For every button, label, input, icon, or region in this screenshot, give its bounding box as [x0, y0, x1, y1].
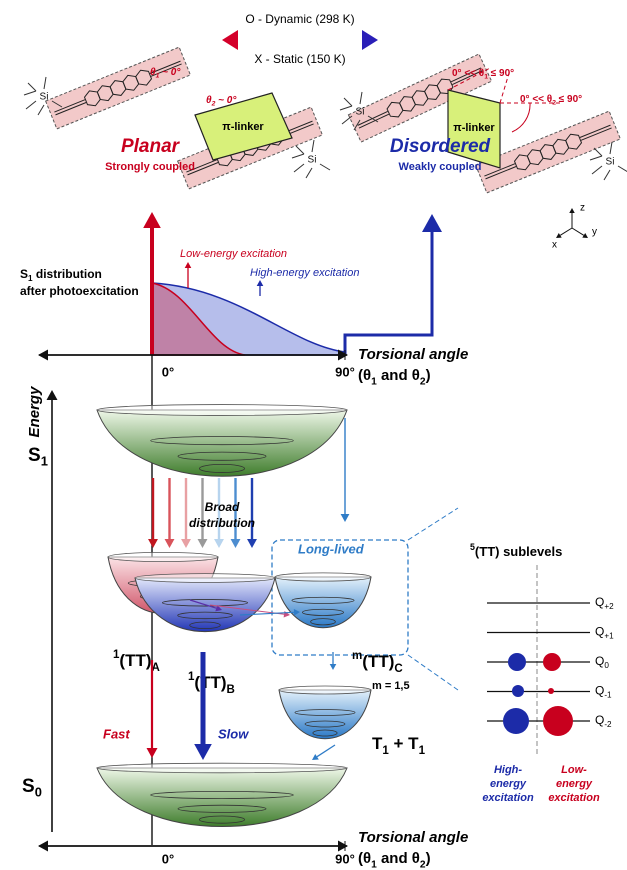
label-part: + T — [389, 734, 419, 753]
label-part: excitation — [482, 792, 534, 804]
tt-c-well-rim — [275, 573, 371, 581]
axis-title: Energy — [26, 386, 43, 438]
coord-label: x — [552, 240, 557, 251]
s1-well-rim — [97, 405, 347, 416]
label: Strongly coupled — [105, 161, 195, 173]
t1t1-well-rim — [279, 686, 371, 694]
label-part: and θ — [377, 850, 420, 867]
label-part: energy — [490, 778, 527, 790]
label-part: +2 — [604, 602, 614, 611]
label-part: Q — [595, 595, 604, 609]
label-part: and θ — [377, 367, 420, 384]
state-note: m = 1,5 — [372, 680, 410, 692]
population — [512, 685, 524, 697]
axis-title: Torsional angle — [358, 346, 468, 363]
label-part: ) — [426, 850, 431, 867]
label-part: Q — [595, 654, 604, 668]
tick-label: 0° — [162, 851, 174, 866]
label-part: T — [372, 734, 383, 753]
label-part: Low- — [561, 764, 587, 776]
label-part: (TT) sublevels — [475, 544, 562, 559]
label-part: -2 — [604, 720, 612, 729]
label: O - Dynamic (298 K) — [245, 12, 354, 26]
label-part: 1 — [419, 745, 426, 757]
page: O - Dynamic (298 K) X - Static (150 K) Si S… — [0, 0, 627, 870]
panel-title: 5(TT) sublevels — [470, 542, 562, 559]
tick-label: 90° — [335, 851, 355, 866]
label: Disordered — [390, 136, 491, 157]
population — [543, 653, 561, 671]
s0-well-rim — [97, 763, 347, 773]
tick-label: 0° — [162, 364, 174, 379]
axis-title: (θ1 and θ2) — [358, 850, 431, 870]
linker-label: π-linker — [453, 122, 495, 134]
angle-label: 0° << θ2 ≤ 90° — [520, 94, 582, 107]
label-part: 0° << θ — [452, 68, 484, 79]
label-part: 0 — [604, 661, 609, 670]
label-part: excitation — [548, 792, 600, 804]
axis-title: (θ1 and θ2) — [358, 367, 431, 387]
angle-label: 0° << θ1 ≤ 90° — [452, 68, 514, 81]
label-part: 0 — [35, 785, 42, 800]
label-part: S — [20, 267, 28, 281]
label-part: B — [227, 684, 235, 696]
rate-label: Slow — [218, 726, 249, 741]
coord-label: y — [592, 227, 597, 238]
label-part: distribution — [189, 516, 255, 530]
label-part: (θ — [358, 850, 371, 867]
label-part: Broad — [205, 500, 240, 514]
label-part: Q — [595, 713, 604, 727]
angle-label: θ1 ~ 0° — [150, 67, 181, 80]
label-part: energy — [556, 778, 593, 790]
si-label: Si — [356, 107, 365, 118]
label-part: -1 — [604, 691, 612, 700]
rate-label: Fast — [103, 726, 130, 741]
label-part: ≤ 90° — [556, 94, 582, 105]
label-part: High- — [494, 764, 522, 776]
label-part: (TT) — [194, 673, 226, 692]
label-part: (TT) — [119, 651, 151, 670]
label-part: S — [28, 445, 41, 466]
label-part: Q — [595, 684, 604, 698]
diagram: O - Dynamic (298 K) X - Static (150 K) Si S… — [0, 0, 627, 870]
label: Planar — [121, 136, 181, 157]
si-label: Si — [606, 157, 615, 168]
label: after photoexcitation — [20, 284, 139, 298]
axis-title: Torsional angle — [358, 829, 468, 846]
label-part: (θ — [358, 367, 371, 384]
si-label: Si — [40, 92, 49, 103]
label-part: 1 — [41, 454, 48, 469]
label-part: 0° << θ — [520, 94, 552, 105]
label-part: m — [352, 650, 362, 662]
label-part: C — [394, 663, 403, 675]
label: Weakly coupled — [399, 161, 482, 173]
tick-label: 90° — [335, 364, 355, 379]
label: X - Static (150 K) — [254, 52, 345, 66]
label: High-energy excitation — [250, 267, 359, 279]
label: Low-energy excitation — [180, 248, 287, 260]
label-part: ~ 0° — [159, 67, 181, 78]
angle-label: θ2 ~ 0° — [206, 95, 237, 108]
population — [548, 688, 554, 694]
population — [503, 708, 529, 734]
label-part: Q — [595, 625, 604, 639]
si-label: Si — [308, 155, 317, 166]
label-part: S — [22, 776, 35, 797]
label-part: (TT) — [362, 652, 394, 671]
coord-label: z — [580, 203, 585, 214]
linker-label: π-linker — [222, 121, 264, 133]
label-part: ) — [426, 367, 431, 384]
label-part: ~ 0° — [215, 95, 237, 106]
label: S1 distribution — [20, 267, 102, 283]
label: Long-lived — [298, 541, 365, 556]
tt-b-well-rim — [135, 574, 275, 583]
label-part: ≤ 90° — [488, 68, 514, 79]
label-part: distribution — [33, 267, 102, 281]
population — [508, 653, 526, 671]
label-part: +1 — [604, 632, 614, 641]
population — [543, 706, 573, 736]
tt-a-well-rim — [108, 552, 218, 561]
